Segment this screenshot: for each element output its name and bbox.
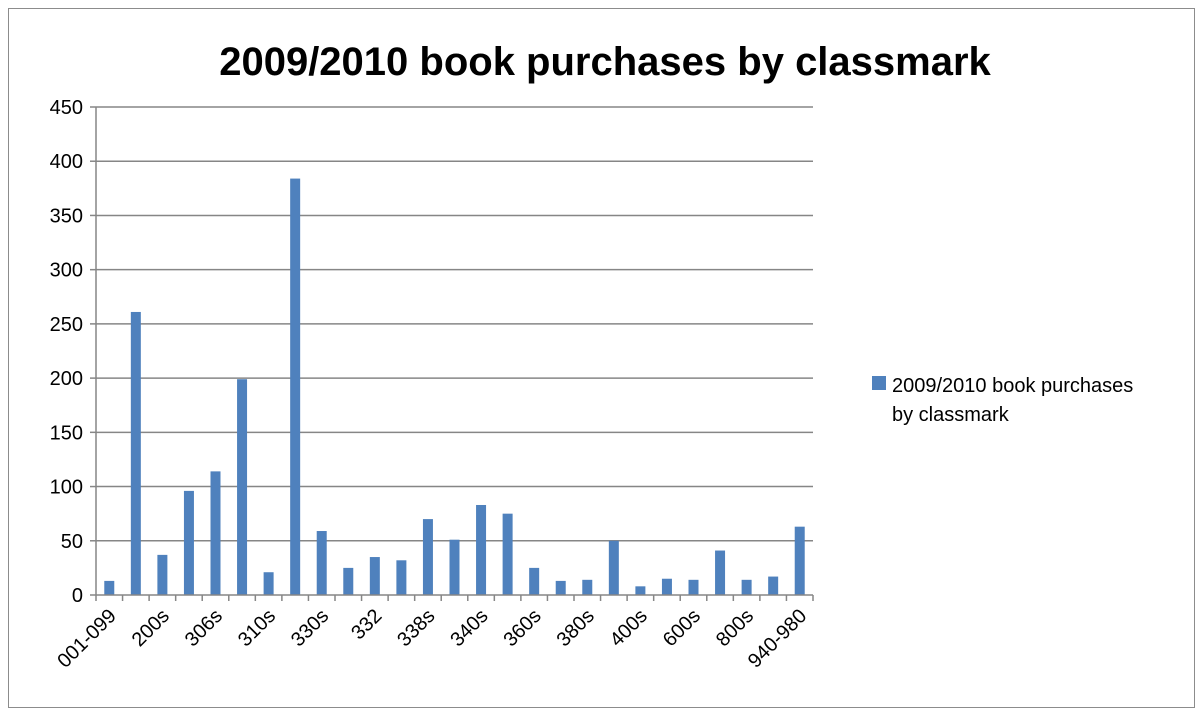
bar [422,519,433,595]
x-tick-label: 940-980 [744,605,811,672]
bar [608,540,619,595]
x-tick-label: 400s [606,605,652,651]
x-tick-label: 360s [499,605,545,651]
x-tick-label: 800s [712,605,758,651]
x-tick-label: 600s [659,605,705,651]
y-tick-label: 200 [50,368,83,390]
bars [104,178,805,595]
bar [502,513,513,595]
x-tick-label: 338s [393,605,439,651]
bar [661,578,672,595]
x-tick-label: 001-099 [53,605,120,672]
x-tick-label: 330s [287,605,333,651]
bar [768,576,779,595]
y-tick-label: 450 [50,97,83,119]
bar [343,567,354,595]
bar [529,567,540,595]
bar [316,531,327,595]
bar [396,560,407,595]
legend-label-line-2: by classmark [892,404,1010,426]
y-tick-label: 100 [50,477,83,499]
bar [582,579,593,595]
y-tick-label: 400 [50,151,83,173]
bar [237,379,248,595]
bar [290,178,301,595]
legend: 2009/2010 book purchases by classmark [872,375,1139,426]
chart-title: 2009/2010 book purchases by classmark [219,40,991,84]
y-tick-label: 350 [50,205,83,227]
bar [715,550,726,595]
y-axis-ticks: 0 50 100 150 200 250 300 350 400 450 [50,97,96,607]
legend-swatch [872,376,886,390]
bar [263,572,274,595]
bar [130,311,141,595]
legend-label: 2009/2010 book purchases by classmark [892,375,1139,426]
y-tick-label: 50 [61,531,83,553]
x-tick-label: 340s [446,605,492,651]
bar [741,579,752,595]
y-tick-label: 0 [72,585,83,607]
y-tick-label: 250 [50,314,83,336]
bar [635,586,646,595]
chart-frame [8,8,1195,708]
bar [183,490,194,595]
x-tick-label: 306s [181,605,227,651]
legend-label-line-1: 2009/2010 book purchases [892,375,1133,397]
x-tick-label: 380s [553,605,599,651]
bar [449,539,460,595]
y-tick-label: 300 [50,260,83,282]
bar [688,579,699,595]
bar [369,557,380,595]
x-tick-label: 332 [347,605,386,644]
x-tick-label: 310s [234,605,280,651]
bar [157,554,168,595]
x-tick-label: 200s [128,605,174,651]
y-tick-label: 150 [50,422,83,444]
bar [555,580,566,595]
bar [104,580,115,595]
bar [210,471,221,595]
bar [476,504,487,595]
axes [95,107,813,596]
bar [794,526,805,595]
gridlines [96,106,813,542]
x-axis-ticks: 001-099 200s 306s 310s 330s 332 338s 340s 360s 38… [53,595,814,672]
